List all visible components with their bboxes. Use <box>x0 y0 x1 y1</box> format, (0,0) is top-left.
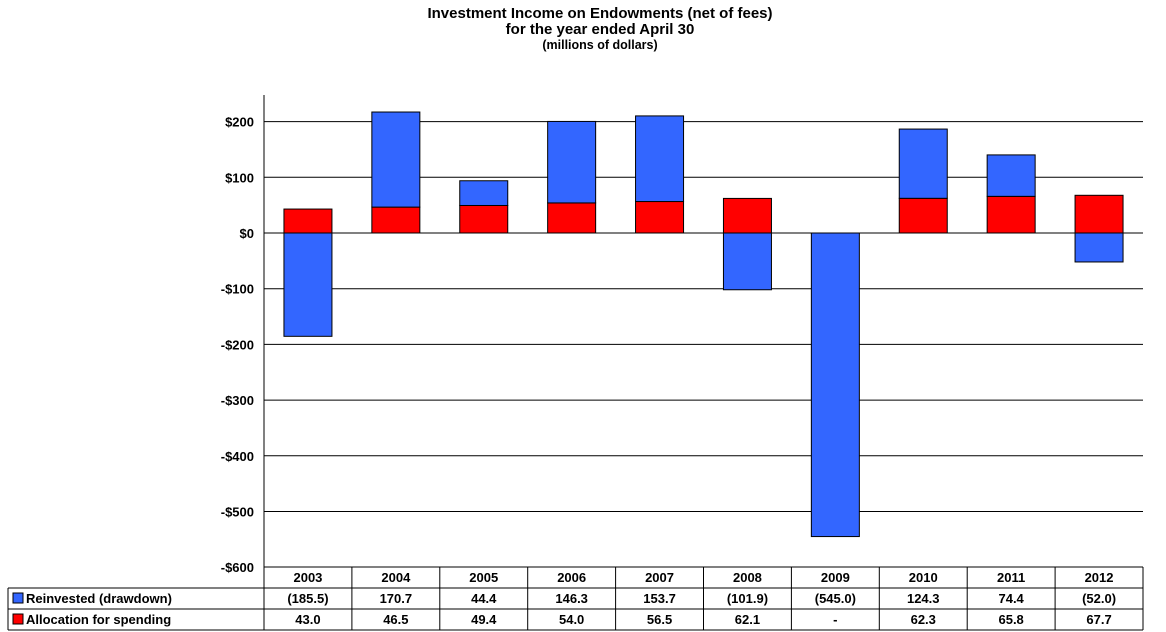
data-label: 44.4 <box>471 591 497 606</box>
x-tick-label: 2003 <box>293 570 322 585</box>
bar-allocation-2011 <box>986 195 1036 234</box>
y-tick-label: $200 <box>225 115 254 130</box>
data-label: 49.4 <box>471 612 497 627</box>
bar-allocation-2004 <box>371 206 421 234</box>
data-label: 46.5 <box>383 612 408 627</box>
bar-reinvested-2008 <box>722 232 772 291</box>
x-tick-label: 2006 <box>557 570 586 585</box>
data-label: 74.4 <box>998 591 1024 606</box>
data-label: 62.1 <box>735 612 760 627</box>
bar-reinvested-2004 <box>371 111 421 208</box>
bar-allocation-2008 <box>722 197 772 234</box>
bar-reinvested-2005 <box>459 180 509 206</box>
y-tick-label: $0 <box>240 226 254 241</box>
legend-swatch-1 <box>12 613 24 625</box>
x-tick-label: 2009 <box>821 570 850 585</box>
data-label: 153.7 <box>643 591 676 606</box>
bar-reinvested-2012 <box>1074 232 1124 263</box>
chart-units: (millions of dollars) <box>542 38 658 52</box>
bar-allocation-2006 <box>547 202 597 234</box>
x-tick-label: 2005 <box>469 570 498 585</box>
data-label: (52.0) <box>1082 591 1116 606</box>
chart-title-block: Investment Income on Endowments (net of … <box>260 6 940 53</box>
data-label: (185.5) <box>287 591 328 606</box>
bar-allocation-2010 <box>898 197 948 234</box>
bar-reinvested-2011 <box>986 154 1036 197</box>
data-label: 43.0 <box>295 612 320 627</box>
legend-label-1: Allocation for spending <box>26 612 171 627</box>
data-label: 65.8 <box>998 612 1023 627</box>
bar-allocation-2012 <box>1074 194 1124 234</box>
bar-reinvested-2009 <box>810 232 860 538</box>
bar-allocation-2007 <box>635 201 685 234</box>
data-label: 146.3 <box>555 591 588 606</box>
legend-label-0: Reinvested (drawdown) <box>26 591 172 606</box>
x-tick-label: 2007 <box>645 570 674 585</box>
data-label: 56.5 <box>647 612 672 627</box>
y-tick-label: -$500 <box>221 505 254 520</box>
data-label: 124.3 <box>907 591 940 606</box>
data-label: (545.0) <box>815 591 856 606</box>
x-tick-label: 2008 <box>733 570 762 585</box>
bar-allocation-2005 <box>459 204 509 234</box>
y-tick-label: -$100 <box>221 282 254 297</box>
bar-reinvested-2003 <box>283 232 333 337</box>
y-tick-label: -$200 <box>221 337 254 352</box>
legend-swatch-0 <box>12 592 24 604</box>
bar-reinvested-2007 <box>635 115 685 203</box>
x-tick-label: 2011 <box>997 570 1025 585</box>
chart-title: Investment Income on Endowments (net of … <box>427 5 773 22</box>
y-tick-label: -$400 <box>221 449 254 464</box>
x-tick-label: 2010 <box>909 570 938 585</box>
y-tick-label: -$300 <box>221 393 254 408</box>
bar-allocation-2003 <box>283 208 333 234</box>
bar-reinvested-2010 <box>898 128 948 199</box>
y-tick-label: $100 <box>225 170 254 185</box>
data-label: - <box>833 612 837 627</box>
x-tick-label: 2004 <box>381 570 411 585</box>
y-tick-label: -$600 <box>221 560 254 575</box>
data-label: (101.9) <box>727 591 768 606</box>
data-label: 67.7 <box>1086 612 1111 627</box>
bar-reinvested-2006 <box>547 120 597 204</box>
x-tick-label: 2012 <box>1085 570 1114 585</box>
chart-subtitle: for the year ended April 30 <box>505 21 695 38</box>
data-label: 62.3 <box>911 612 936 627</box>
data-label: 54.0 <box>559 612 584 627</box>
data-label: 170.7 <box>380 591 413 606</box>
